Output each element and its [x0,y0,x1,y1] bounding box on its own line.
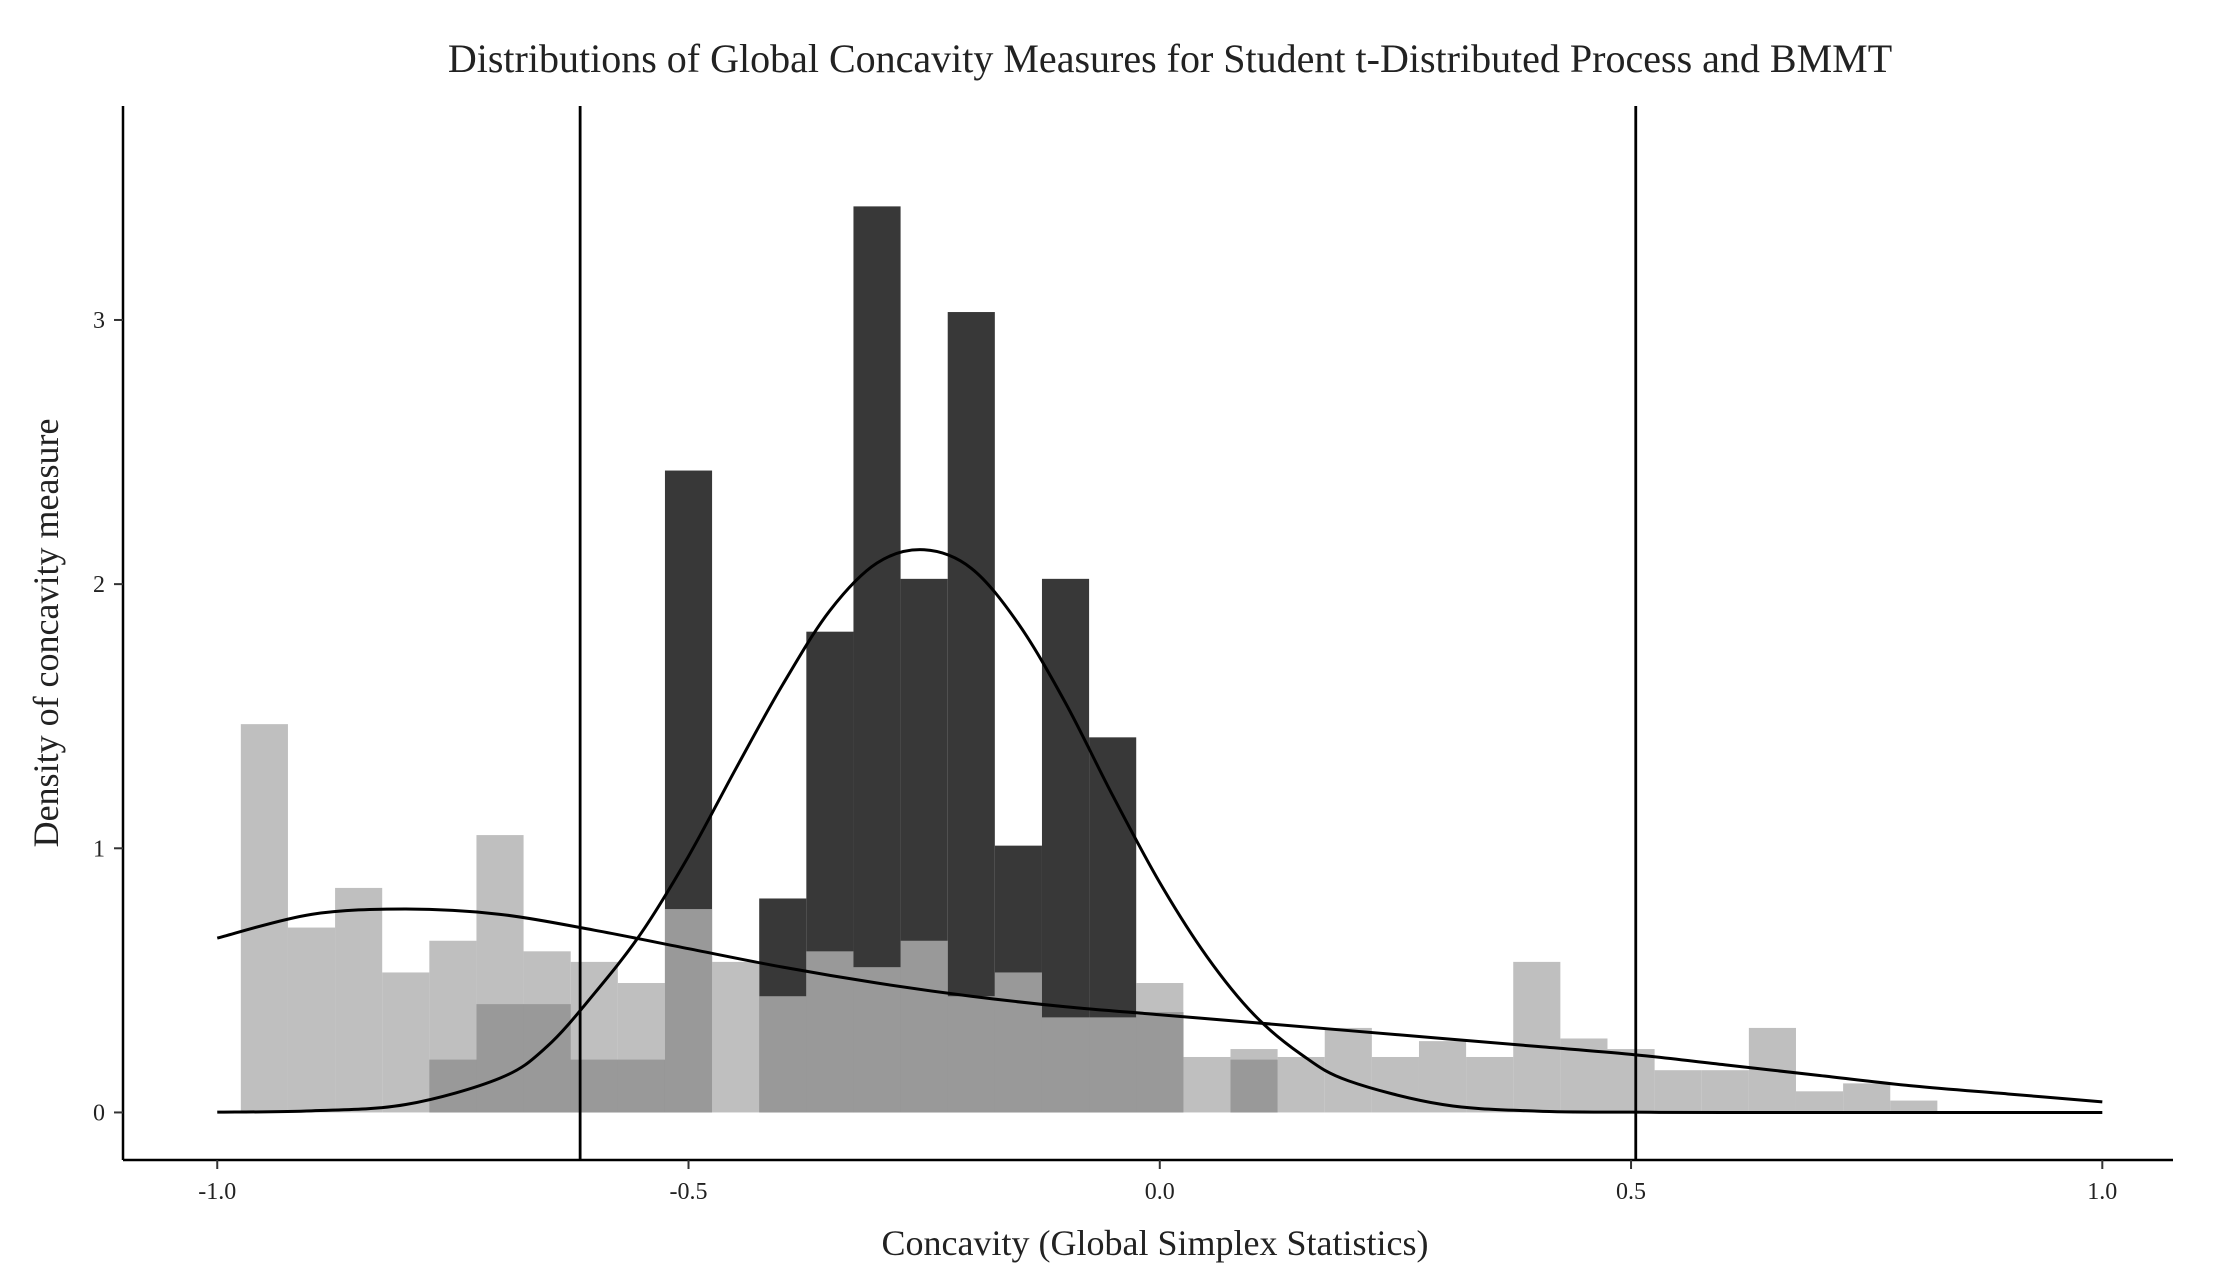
light-histogram-bar [1890,1100,1938,1113]
light-histogram-bar [617,983,665,1113]
light-histogram-bar [1607,1049,1655,1113]
light-histogram-bar [1230,1049,1278,1113]
density-curve-2 [216,907,2103,1104]
light-histogram-bar [1324,1027,1372,1113]
light-histogram-bar [570,961,618,1113]
light-histogram-bar [1654,1070,1702,1113]
y-axis-label: Density of concavity measure [26,419,66,848]
vertical-reference-lines [578,106,1638,1160]
light-histogram [240,724,1938,1113]
light-histogram-bar [523,951,571,1113]
x-tick-label: -1.0 [198,1179,236,1205]
dark-histogram-bar [947,312,995,1113]
light-histogram-bar [759,996,807,1113]
light-histogram-bar [664,909,713,1113]
light-histogram-bar [1136,983,1184,1113]
light-histogram-bar [1513,961,1561,1113]
light-histogram-bar [287,927,336,1113]
light-histogram-bar [947,996,995,1113]
light-histogram-bar [1183,1056,1231,1113]
chart-title: Distributions of Global Concavity Measur… [448,36,1892,81]
light-histogram-bar [712,961,760,1113]
light-histogram-bar [429,940,477,1113]
y-tick-label: 3 [93,308,105,334]
density-curves [216,548,2103,1114]
light-histogram-bar [382,972,430,1113]
light-histogram-bar [1795,1091,1844,1113]
light-histogram-bar [994,972,1042,1113]
light-histogram-bar [853,967,901,1113]
y-tick-label: 2 [93,572,105,598]
x-tick-label: 0.5 [1616,1179,1646,1205]
light-histogram-bar [1701,1070,1749,1113]
y-tick-label: 0 [93,1100,105,1126]
light-histogram-bar [900,940,948,1113]
density-curve-1 [217,548,2103,1114]
light-histogram-bar [1843,1083,1891,1113]
light-histogram-bar [335,887,383,1113]
dark-histogram-bar [853,206,901,1113]
x-tick-label: -0.5 [670,1179,708,1205]
light-histogram-bar [1089,1017,1137,1113]
light-histogram-bar [1466,1056,1514,1113]
x-tick-label: 0.0 [1145,1179,1175,1205]
light-histogram-bar [1041,1017,1090,1113]
y-ticks: 0 1 2 3 [93,308,123,1126]
x-tick-label: 1.0 [2087,1179,2117,1205]
x-axis-label: Concavity (Global Simplex Statistics) [882,1223,1429,1263]
light-histogram-bar [476,835,524,1113]
light-histogram-bar [240,724,288,1113]
x-ticks: -1.0 -0.5 0.0 0.5 1.0 [198,1160,2117,1205]
y-tick-label: 1 [93,836,105,862]
light-histogram-bar [1371,1056,1419,1113]
